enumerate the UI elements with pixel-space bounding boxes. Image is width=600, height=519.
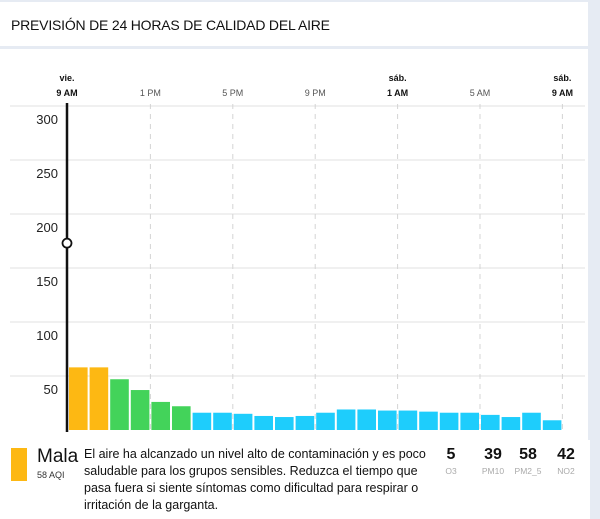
x-tick-day: vie. bbox=[59, 73, 74, 83]
pollutant-pm10: 39 PM10 bbox=[473, 446, 513, 476]
y-tick-label: 100 bbox=[36, 328, 58, 343]
pollutant-no2: 42 NO2 bbox=[546, 446, 586, 476]
bar-0 bbox=[69, 367, 88, 430]
bar-5 bbox=[172, 406, 191, 430]
bar-21 bbox=[501, 417, 521, 430]
x-tick-time: 9 PM bbox=[305, 88, 326, 98]
bar-12 bbox=[316, 412, 335, 430]
bar-6 bbox=[192, 412, 212, 430]
x-tick-day: sáb. bbox=[389, 73, 407, 83]
bar-17 bbox=[419, 411, 438, 430]
pollutant-value: 58 bbox=[519, 446, 537, 463]
pollutant-name: NO2 bbox=[557, 466, 575, 476]
pollutant-name: PM10 bbox=[481, 466, 505, 476]
aqi-level: Mala bbox=[37, 446, 79, 467]
scrollbar-track bbox=[588, 0, 590, 440]
x-tick-time: 1 PM bbox=[140, 88, 161, 98]
bar-22 bbox=[522, 412, 541, 430]
header: PREVISIÓN DE 24 HORAS DE CALIDAD DEL AIR… bbox=[0, 2, 590, 46]
aqi-color-swatch bbox=[11, 448, 27, 481]
chart-card bbox=[0, 49, 590, 519]
x-tick-time: 5 AM bbox=[470, 88, 491, 98]
pollutant-name: O3 bbox=[445, 466, 457, 476]
pollutant-o3: 5 O3 bbox=[431, 446, 471, 476]
y-tick-label: 50 bbox=[44, 382, 58, 397]
page-title: PREVISIÓN DE 24 HORAS DE CALIDAD DEL AIR… bbox=[11, 17, 330, 33]
bar-4 bbox=[151, 401, 170, 430]
y-tick-label: 200 bbox=[36, 220, 58, 235]
bar-13 bbox=[336, 409, 356, 430]
pollutant-value: 39 bbox=[484, 446, 502, 463]
pollutant-pm25: 58 PM2_5 bbox=[508, 446, 548, 476]
x-tick-time: 9 AM bbox=[552, 88, 573, 98]
y-tick-label: 150 bbox=[36, 274, 58, 289]
x-tick-time: 5 PM bbox=[222, 88, 243, 98]
bar-7 bbox=[213, 412, 232, 430]
bar-1 bbox=[89, 367, 109, 430]
bar-14 bbox=[357, 409, 376, 430]
y-tick-label: 300 bbox=[36, 112, 58, 127]
bar-9 bbox=[254, 415, 273, 430]
bar-8 bbox=[233, 413, 253, 430]
bar-23 bbox=[542, 420, 562, 430]
cursor-handle[interactable] bbox=[61, 237, 73, 249]
x-tick-day: sáb. bbox=[553, 73, 571, 83]
aqi-description: El aire ha alcanzado un nivel alto de co… bbox=[84, 447, 426, 512]
bar-2 bbox=[110, 379, 129, 430]
bar-19 bbox=[460, 412, 479, 430]
y-tick-label: 250 bbox=[36, 166, 58, 181]
pollutant-value: 5 bbox=[446, 446, 456, 463]
aqi-value: 58 AQI bbox=[37, 470, 65, 480]
bar-16 bbox=[398, 410, 418, 430]
x-tick-time: 9 AM bbox=[56, 88, 77, 98]
bar-20 bbox=[481, 414, 500, 430]
forecast-chart: 300 250 200 150 100 50 vie. 9 AM 1 PM 5 PM 9 PM sáb… bbox=[10, 0, 590, 440]
pollutant-name: PM2_5 bbox=[514, 466, 542, 476]
bar-3 bbox=[130, 390, 150, 430]
pollutant-value: 42 bbox=[557, 446, 575, 463]
bar-18 bbox=[439, 412, 459, 430]
x-tick-time: 1 AM bbox=[387, 88, 408, 98]
bar-15 bbox=[378, 410, 397, 430]
bar-10 bbox=[275, 417, 294, 430]
bar-11 bbox=[295, 415, 315, 430]
